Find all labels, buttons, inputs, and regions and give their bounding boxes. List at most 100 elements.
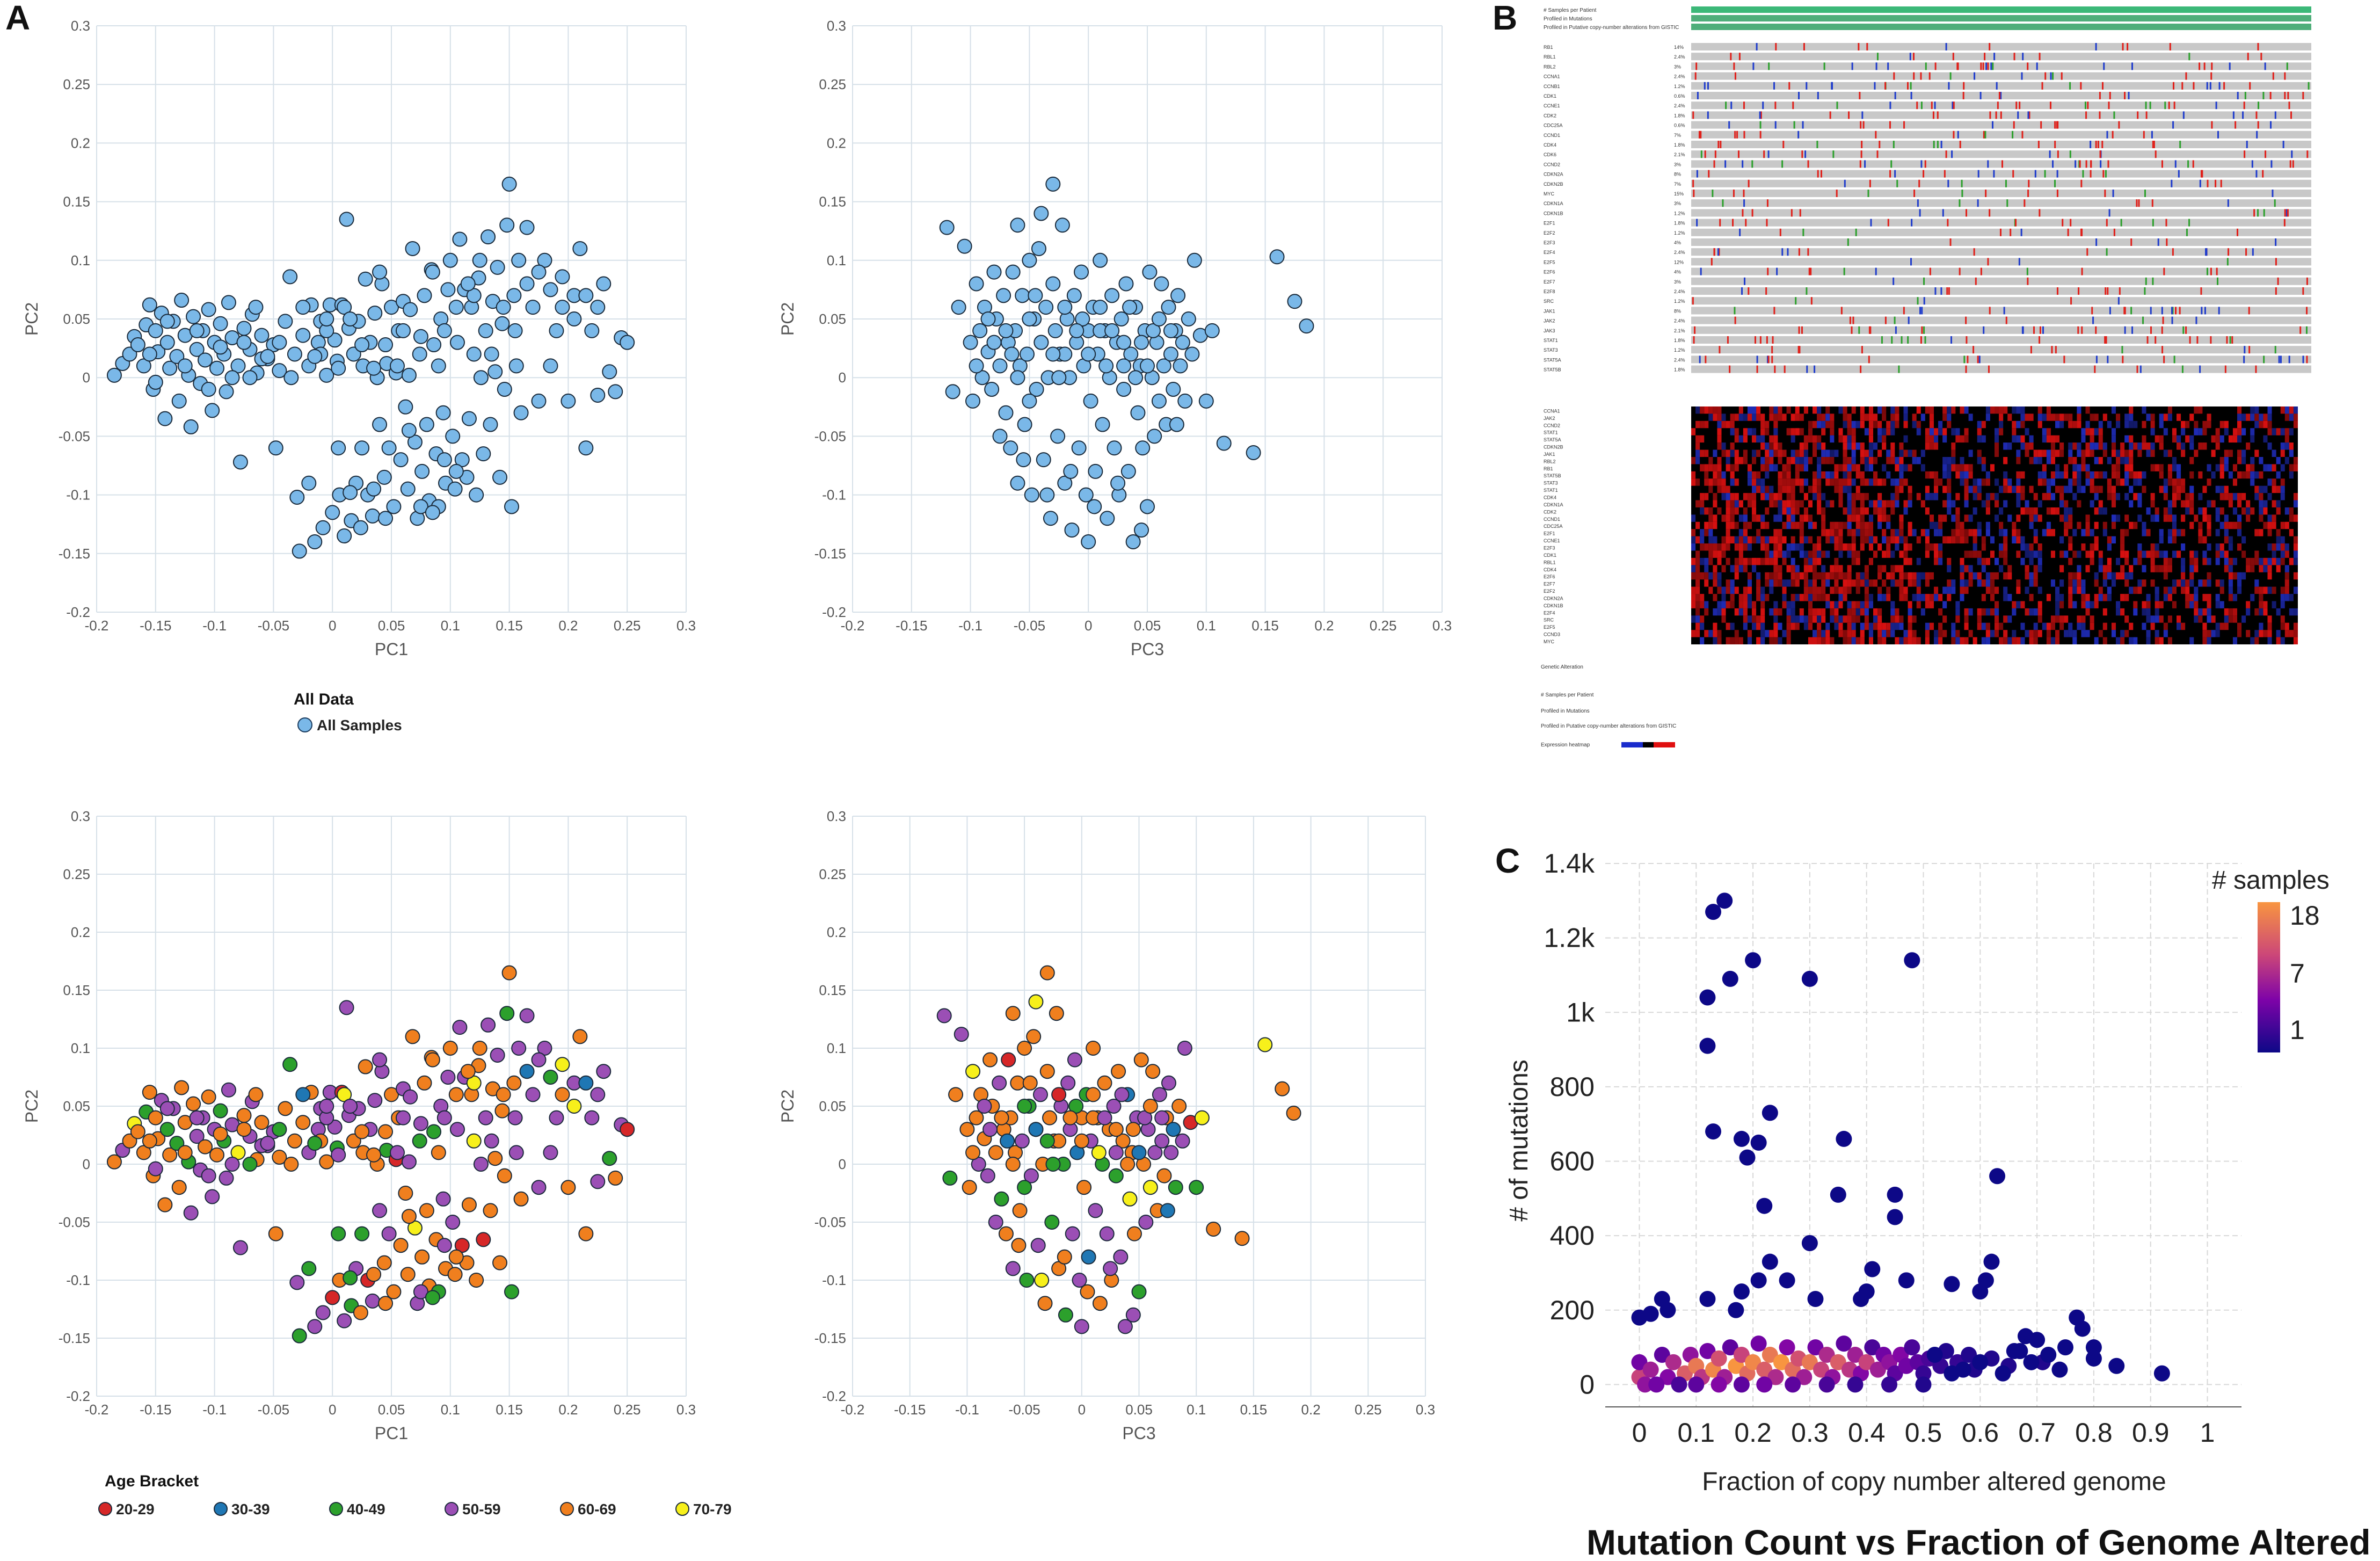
alteration-mark bbox=[2275, 287, 2277, 295]
heatmap-cell bbox=[2037, 557, 2042, 565]
heatmap-cell bbox=[2276, 543, 2281, 551]
alteration-mark bbox=[2255, 111, 2258, 119]
heatmap-gene-label: E2F2 bbox=[1544, 589, 1555, 594]
heatmap-cell bbox=[1964, 464, 1969, 471]
data-point bbox=[1198, 393, 1214, 409]
heatmap-cell bbox=[2116, 471, 2121, 479]
heatmap-cell bbox=[1743, 521, 1748, 529]
heatmap-cell bbox=[2254, 550, 2259, 558]
heatmap-cell bbox=[1803, 622, 1808, 630]
heatmap-cell bbox=[1916, 536, 1921, 544]
alteration-mark bbox=[1774, 365, 1776, 373]
heatmap-cell bbox=[1773, 608, 1778, 616]
heatmap-cell bbox=[1925, 630, 1930, 637]
heatmap-cell bbox=[1903, 637, 1908, 644]
alteration-mark bbox=[1861, 111, 1864, 119]
heatmap-cell bbox=[2159, 565, 2164, 572]
data-point bbox=[327, 332, 343, 348]
data-point bbox=[602, 364, 617, 380]
alteration-mark bbox=[1916, 101, 1918, 110]
heatmap-cell bbox=[2163, 514, 2168, 522]
heatmap-cell bbox=[2172, 601, 2177, 608]
alteration-mark bbox=[1763, 150, 1765, 158]
alteration-mark bbox=[1910, 258, 1912, 266]
alteration-mark bbox=[1754, 336, 1756, 344]
heatmap-cell bbox=[1868, 456, 1873, 464]
heatmap-cell bbox=[2289, 471, 2294, 479]
heatmap-gene-label: JAK2 bbox=[1544, 416, 1555, 421]
heatmap-cell bbox=[2185, 420, 2190, 429]
heatmap-cell bbox=[1700, 637, 1705, 644]
data-point bbox=[1030, 1238, 1046, 1253]
heatmap-cell bbox=[1803, 507, 1808, 515]
heatmap-cell bbox=[1877, 449, 1882, 457]
heatmap-cell bbox=[2025, 413, 2029, 421]
gene-pct: 1.2% bbox=[1674, 84, 1685, 89]
density-point bbox=[1796, 1369, 1813, 1385]
heatmap-cell bbox=[2280, 550, 2285, 558]
heatmap-cell bbox=[1864, 565, 1869, 572]
heatmap-cell bbox=[2072, 471, 2077, 479]
y-tick-label: -0.05 bbox=[59, 428, 90, 444]
alteration-mark bbox=[2079, 160, 2081, 168]
data-point bbox=[1005, 264, 1021, 280]
heatmap-cell bbox=[2289, 514, 2294, 522]
heatmap-cell bbox=[1942, 435, 1947, 443]
alteration-mark bbox=[2258, 101, 2260, 110]
heatmap-cell bbox=[1743, 622, 1748, 630]
heatmap-cell bbox=[2012, 435, 2017, 443]
heatmap-cell bbox=[2102, 572, 2107, 580]
heatmap-cell bbox=[2050, 435, 2055, 443]
heatmap-cell bbox=[2293, 456, 2298, 464]
alteration-mark bbox=[1977, 355, 1979, 364]
data-point bbox=[1074, 1319, 1089, 1334]
heatmap-cell bbox=[1899, 622, 1904, 630]
data-point bbox=[1081, 346, 1096, 362]
heatmap-cell bbox=[2111, 622, 2116, 630]
heatmap-cell bbox=[1743, 449, 1748, 457]
heatmap-cell bbox=[1765, 579, 1770, 587]
heatmap-cell bbox=[1817, 464, 1822, 471]
heatmap-cell bbox=[1990, 493, 1995, 500]
heatmap-cell bbox=[2185, 586, 2190, 594]
alteration-mark bbox=[1738, 53, 1741, 61]
heatmap-cell bbox=[1717, 507, 1722, 515]
heatmap-cell bbox=[1973, 485, 1977, 493]
heatmap-cell bbox=[2167, 478, 2172, 486]
alteration-mark bbox=[1987, 62, 1989, 70]
heatmap-cell bbox=[1756, 622, 1761, 630]
heatmap-cell bbox=[1860, 543, 1865, 551]
heatmap-cell bbox=[1985, 521, 1990, 529]
alteration-mark bbox=[1861, 141, 1863, 148]
alteration-mark bbox=[2097, 141, 2099, 148]
alteration-mark bbox=[2161, 326, 2163, 334]
heatmap-cell bbox=[1795, 478, 1800, 486]
data-point bbox=[157, 1197, 173, 1213]
heatmap-cell bbox=[1813, 485, 1817, 493]
heatmap-cell bbox=[1973, 478, 1977, 486]
heatmap-cell bbox=[1985, 406, 1990, 414]
heatmap-cell bbox=[2046, 594, 2051, 601]
heatmap-cell bbox=[2037, 449, 2042, 457]
data-point bbox=[963, 335, 978, 350]
data-point bbox=[1110, 475, 1126, 491]
heatmap-cell bbox=[1838, 586, 1843, 594]
outlier-point bbox=[1745, 952, 1762, 969]
heatmap-cell bbox=[2246, 557, 2251, 565]
heatmap-cell bbox=[2050, 622, 2055, 630]
data-point bbox=[148, 323, 163, 338]
heatmap-cell bbox=[1813, 521, 1817, 529]
heatmap-cell bbox=[1912, 456, 1917, 464]
alteration-mark bbox=[2018, 258, 2020, 266]
alteration-mark bbox=[1907, 336, 1909, 344]
gene-pct: 1.2% bbox=[1674, 299, 1685, 304]
heatmap-cell bbox=[1920, 594, 1925, 601]
age-legend-label: 70-79 bbox=[693, 1501, 732, 1518]
heatmap-cell bbox=[2293, 493, 2298, 500]
heatmap-cell bbox=[1847, 565, 1852, 572]
alteration-mark bbox=[2131, 326, 2134, 334]
heatmap-cell bbox=[1925, 550, 1930, 558]
heatmap-cell bbox=[1925, 428, 1930, 435]
alteration-mark bbox=[1925, 62, 1927, 70]
data-point bbox=[1010, 217, 1025, 233]
